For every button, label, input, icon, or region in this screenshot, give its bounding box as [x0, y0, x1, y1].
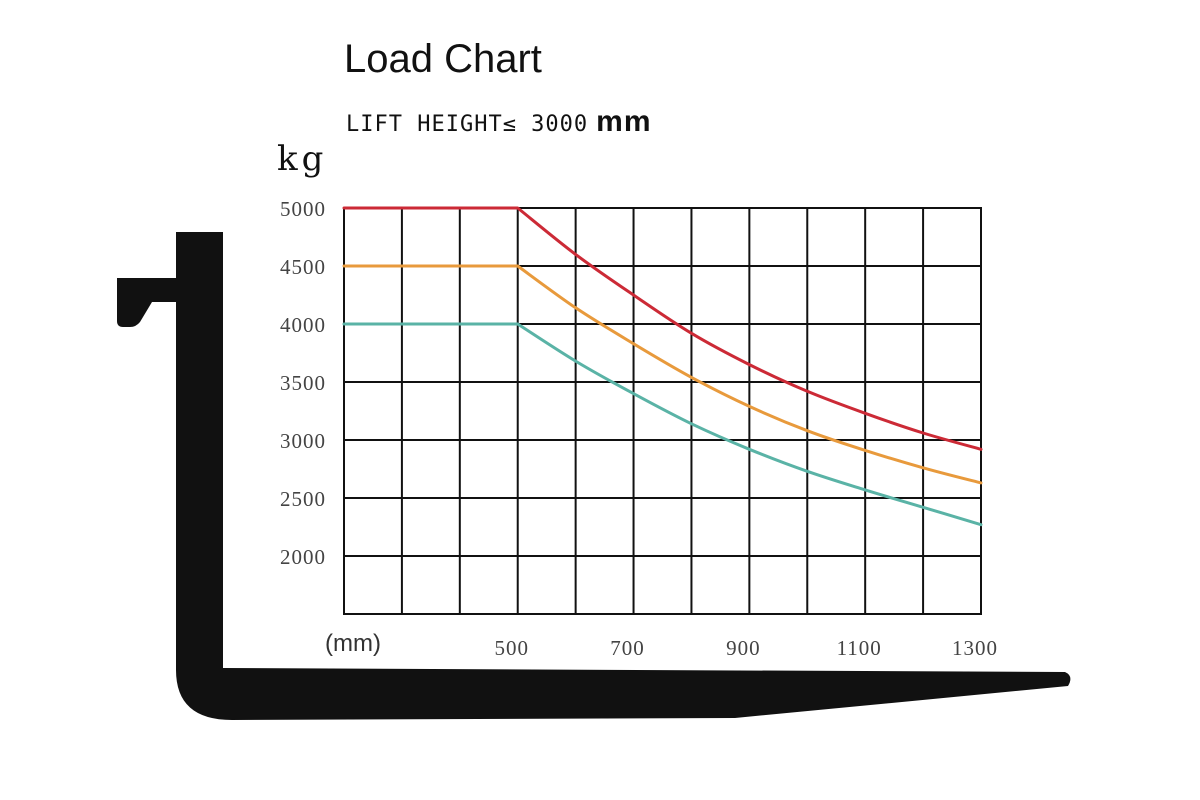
- y-tick-label: 5000: [280, 197, 326, 221]
- y-tick-label: 2500: [280, 487, 326, 511]
- fork-shank-and-blade: [176, 232, 1071, 720]
- series-line-3: [342, 322, 983, 527]
- y-tick-label: 4000: [280, 313, 326, 337]
- x-tick-label: 700: [610, 636, 645, 660]
- y-axis-unit-label: kg: [277, 139, 327, 179]
- y-tick-label: 3000: [280, 429, 326, 453]
- x-axis-unit-label: (mm): [325, 630, 381, 657]
- chart-subtitle: LIFT HEIGHT≤ 3000 mm: [346, 105, 652, 138]
- chart-title: Load Chart: [344, 37, 542, 81]
- x-axis-ticks: 500 700 900 1100 1300: [494, 636, 998, 660]
- chart-subtitle-unit: mm: [596, 105, 651, 138]
- series-line-1: [342, 206, 983, 451]
- forklift-fork-illustration: [117, 232, 1071, 720]
- x-tick-label: 1100: [837, 636, 882, 660]
- y-tick-label: 2000: [280, 545, 326, 569]
- series-line-2: [342, 264, 983, 485]
- chart-subtitle-text: LIFT HEIGHT≤ 3000: [346, 112, 588, 137]
- fork-heel-hook: [117, 278, 178, 327]
- chart-grid: [343, 207, 982, 615]
- x-tick-label: 1300: [952, 636, 998, 660]
- plot-frame: [343, 207, 982, 615]
- x-tick-label: 900: [726, 636, 761, 660]
- x-tick-label: 500: [494, 636, 529, 660]
- chart-series: [342, 206, 983, 527]
- y-tick-label: 4500: [280, 255, 326, 279]
- y-tick-label: 3500: [280, 371, 326, 395]
- y-axis-ticks: 5000 4500 4000 3500 3000 2500 2000: [280, 197, 326, 569]
